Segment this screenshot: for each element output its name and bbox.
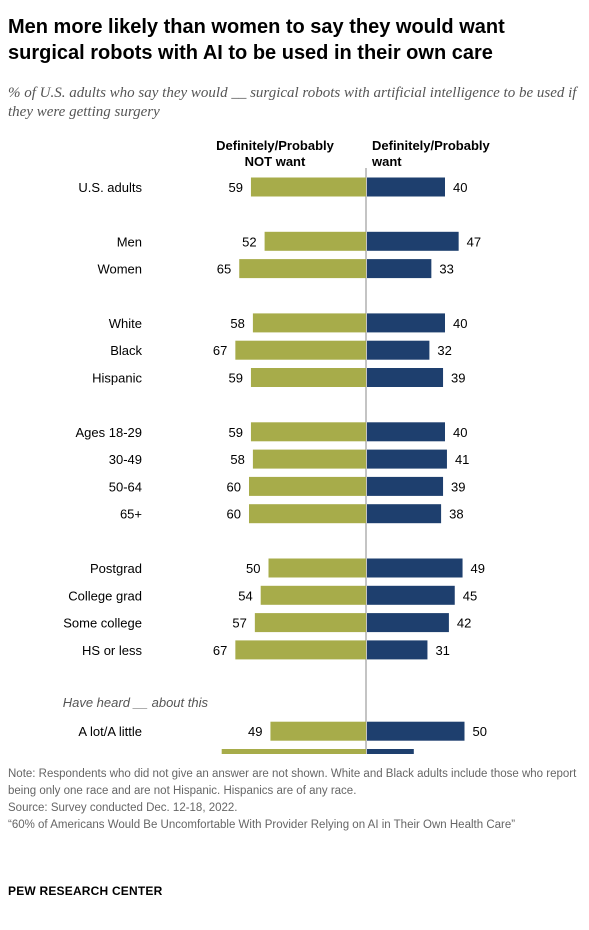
value-label-not-want: 59 — [228, 180, 242, 195]
bar-not-want — [235, 640, 366, 660]
category-label: U.S. adults — [78, 180, 142, 195]
group-label: Have heard __ about this — [63, 695, 209, 710]
bar-want — [367, 558, 463, 578]
value-label-want: 50 — [473, 724, 487, 739]
bar-want — [367, 449, 447, 469]
bar-not-want — [239, 259, 366, 279]
bar-want — [367, 476, 444, 496]
bar-not-want — [260, 585, 366, 605]
value-label-not-want: 57 — [232, 616, 246, 631]
legend-header-want: Definitely/Probably — [372, 138, 491, 153]
value-label-want: 24 — [422, 752, 436, 755]
bar-want — [367, 259, 432, 279]
bar-want — [367, 313, 445, 333]
bar-not-want — [250, 422, 366, 442]
category-label: Nothing at all — [66, 752, 142, 755]
value-label-not-want: 58 — [230, 316, 244, 331]
value-label-want: 32 — [437, 343, 451, 358]
value-label-not-want: 67 — [213, 343, 227, 358]
bar-want — [367, 340, 430, 360]
category-label: White — [109, 316, 142, 331]
category-label: 30-49 — [109, 452, 142, 467]
category-label: Ages 18-29 — [76, 425, 143, 440]
bar-want — [367, 585, 455, 605]
bar-not-want — [268, 558, 366, 578]
category-label: Men — [117, 234, 142, 249]
category-label: 65+ — [120, 507, 142, 522]
value-label-not-want: 60 — [227, 479, 241, 494]
value-label-want: 39 — [451, 371, 465, 386]
value-label-want: 41 — [455, 452, 469, 467]
value-label-want: 45 — [463, 588, 477, 603]
category-label: A lot/A little — [78, 724, 142, 739]
note-text: Note: Respondents who did not give an an… — [8, 768, 577, 797]
bar-not-want — [250, 177, 366, 197]
chart-subtitle: % of U.S. adults who say they would __ s… — [8, 85, 577, 120]
value-label-want: 49 — [471, 561, 485, 576]
bar-not-want — [252, 449, 366, 469]
category-label: College grad — [68, 588, 142, 603]
value-label-not-want: 59 — [228, 371, 242, 386]
legend-header-want: want — [371, 154, 402, 169]
bar-want — [367, 231, 459, 251]
bar-not-want — [270, 721, 366, 741]
category-label: 50-64 — [109, 479, 142, 494]
bar-not-want — [250, 368, 366, 387]
value-label-want: 40 — [453, 180, 467, 195]
category-label: HS or less — [82, 643, 142, 658]
category-label: Postgrad — [90, 561, 142, 576]
value-label-not-want: 67 — [213, 643, 227, 658]
category-label: Hispanic — [92, 371, 142, 386]
bar-want — [367, 613, 449, 633]
bar-not-want — [254, 613, 366, 633]
bar-not-want — [235, 340, 366, 360]
legend-header-not-want: Definitely/Probably — [216, 138, 335, 153]
source-text: Source: Survey conducted Dec. 12-18, 202… — [8, 802, 238, 814]
chart-title: Men more likely than women to say they w… — [8, 16, 505, 64]
value-label-not-want: 60 — [227, 507, 241, 522]
value-label-want: 40 — [453, 425, 467, 440]
bar-want — [367, 749, 414, 754]
pew-logo: PEW RESEARCH CENTER — [8, 884, 163, 898]
value-label-not-want: 52 — [242, 234, 256, 249]
bar-not-want — [249, 504, 366, 524]
category-label: Some college — [63, 616, 142, 631]
value-label-want: 39 — [451, 479, 465, 494]
value-label-want: 47 — [467, 234, 481, 249]
report-title-text: “60% of Americans Would Be Uncomfortable… — [8, 819, 516, 831]
value-label-want: 38 — [449, 507, 463, 522]
category-label: Black — [110, 343, 142, 358]
value-label-not-want: 74 — [199, 752, 213, 755]
value-label-not-want: 54 — [238, 588, 252, 603]
bar-not-want — [264, 231, 366, 251]
value-label-not-want: 59 — [228, 425, 242, 440]
value-label-want: 31 — [435, 643, 449, 658]
category-label: Women — [97, 262, 142, 277]
value-label-want: 40 — [453, 316, 467, 331]
bar-want — [367, 422, 445, 442]
bar-not-want — [252, 313, 366, 333]
value-label-want: 42 — [457, 616, 471, 631]
notes-block: Note: Respondents who did not give an an… — [8, 766, 586, 834]
value-label-want: 33 — [439, 262, 453, 277]
bar-not-want — [221, 749, 366, 754]
bar-want — [367, 721, 465, 741]
bar-want — [367, 177, 445, 197]
value-label-not-want: 49 — [248, 724, 262, 739]
value-label-not-want: 58 — [230, 452, 244, 467]
legend-header-not-want: NOT want — [245, 154, 306, 169]
bar-want — [367, 504, 442, 524]
value-label-not-want: 65 — [217, 262, 231, 277]
bar-want — [367, 640, 428, 660]
bar-not-want — [249, 476, 366, 496]
bar-want — [367, 368, 444, 387]
value-label-not-want: 50 — [246, 561, 260, 576]
